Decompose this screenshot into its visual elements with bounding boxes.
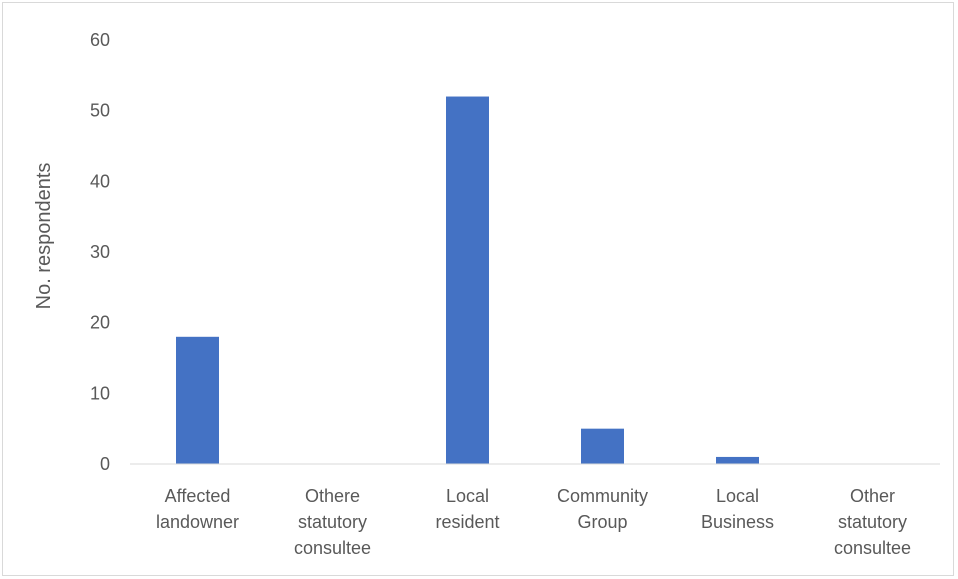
y-tick-label: 60	[90, 30, 110, 50]
y-axis-ticks: 0 10 20 30 40 50 60	[90, 30, 110, 474]
y-tick-label: 10	[90, 383, 110, 403]
y-tick-label: 20	[90, 313, 110, 333]
x-category-label: Affected landowner	[156, 486, 239, 532]
x-category-label: Community Group	[557, 486, 648, 532]
x-category-label: Othere statutory consultee	[294, 486, 371, 558]
x-category-label: Other statutory consultee	[834, 486, 911, 558]
bar	[446, 96, 489, 465]
y-axis-label: No. respondents	[33, 163, 55, 310]
x-axis-labels: Affected landowner Othere statutory consulte…	[156, 486, 911, 558]
y-tick-label: 0	[100, 454, 110, 474]
y-tick-label: 40	[90, 171, 110, 191]
x-category-label: Local Business	[701, 486, 774, 532]
y-tick-label: 50	[90, 101, 110, 121]
bar	[581, 428, 624, 464]
x-category-label: Local resident	[435, 486, 499, 532]
y-tick-label: 30	[90, 242, 110, 262]
bar	[716, 456, 759, 464]
bar	[176, 336, 219, 464]
bars	[176, 96, 759, 465]
